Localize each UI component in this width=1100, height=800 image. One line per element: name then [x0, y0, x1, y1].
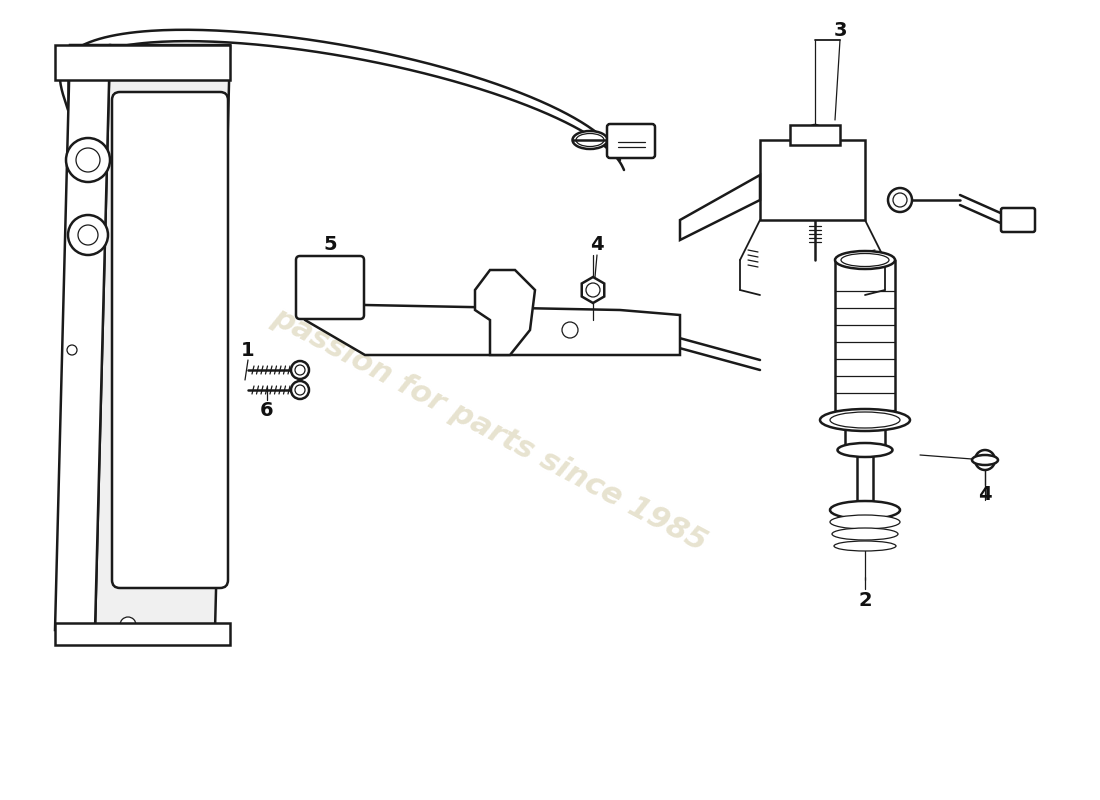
Polygon shape	[305, 280, 680, 355]
Polygon shape	[95, 45, 230, 630]
Polygon shape	[475, 270, 535, 355]
Text: 2: 2	[858, 590, 872, 610]
Circle shape	[295, 385, 305, 395]
Ellipse shape	[842, 254, 889, 266]
FancyBboxPatch shape	[112, 92, 228, 588]
Ellipse shape	[830, 412, 900, 428]
Circle shape	[975, 450, 996, 470]
Ellipse shape	[832, 528, 898, 540]
Text: 1: 1	[241, 341, 255, 359]
Circle shape	[586, 283, 600, 297]
Circle shape	[66, 138, 110, 182]
FancyBboxPatch shape	[296, 256, 364, 319]
Circle shape	[68, 215, 108, 255]
Circle shape	[120, 617, 136, 633]
Circle shape	[295, 365, 305, 375]
FancyBboxPatch shape	[1001, 208, 1035, 232]
Circle shape	[562, 322, 578, 338]
Text: 4: 4	[978, 486, 992, 505]
Ellipse shape	[835, 251, 895, 269]
Ellipse shape	[572, 131, 607, 149]
Circle shape	[76, 148, 100, 172]
Bar	[55, 623, 230, 645]
Text: 3: 3	[834, 21, 847, 39]
Circle shape	[292, 361, 309, 379]
Bar	[790, 125, 840, 145]
Polygon shape	[55, 45, 110, 630]
Ellipse shape	[576, 134, 604, 146]
Bar	[760, 140, 865, 220]
Text: passion for parts since 1985: passion for parts since 1985	[267, 302, 713, 558]
Circle shape	[888, 188, 912, 212]
Circle shape	[323, 280, 337, 294]
Circle shape	[811, 128, 819, 136]
Circle shape	[980, 455, 990, 465]
Circle shape	[67, 345, 77, 355]
FancyBboxPatch shape	[607, 124, 654, 158]
Ellipse shape	[820, 409, 910, 431]
Polygon shape	[680, 175, 760, 240]
Circle shape	[78, 225, 98, 245]
Text: 6: 6	[261, 401, 274, 419]
Bar	[55, 45, 230, 80]
Ellipse shape	[837, 443, 892, 457]
Text: 4: 4	[591, 235, 604, 254]
Circle shape	[292, 381, 309, 399]
Ellipse shape	[834, 541, 896, 551]
Polygon shape	[582, 277, 604, 303]
Ellipse shape	[830, 515, 900, 529]
Circle shape	[808, 125, 822, 139]
Circle shape	[316, 273, 344, 301]
Ellipse shape	[972, 455, 998, 465]
Circle shape	[893, 193, 907, 207]
Text: 5: 5	[323, 235, 337, 254]
Ellipse shape	[830, 501, 900, 519]
